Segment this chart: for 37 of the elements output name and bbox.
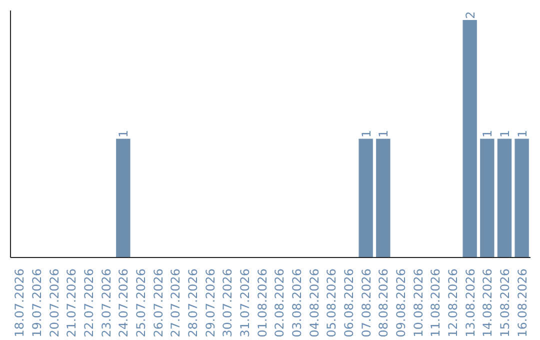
x-tick-label: 23.07.2026 — [99, 268, 114, 338]
x-tick-label: 20.07.2026 — [47, 268, 62, 338]
x-tick-label: 16.08.2026 — [515, 268, 530, 338]
x-tick-label: 09.08.2026 — [394, 268, 408, 338]
x-tick-label: 10.08.2026 — [411, 268, 426, 338]
x-tick-label: 25.07.2026 — [134, 268, 148, 338]
x-tick-label: 21.07.2026 — [64, 268, 79, 338]
x-tick-label: 13.08.2026 — [463, 268, 478, 338]
data-label: 1 — [359, 130, 374, 138]
x-tick-label: 06.08.2026 — [342, 268, 356, 338]
x-tick-label: 27.07.2026 — [168, 268, 183, 338]
x-tick-label: 26.07.2026 — [151, 268, 166, 338]
x-tick-label: 04.08.2026 — [307, 268, 322, 338]
data-label: 1 — [515, 130, 530, 138]
x-tick-label: 02.08.2026 — [272, 268, 287, 338]
x-tick-label: 15.08.2026 — [498, 268, 512, 338]
x-tick-label: 03.08.2026 — [290, 268, 304, 338]
x-tick-label: 11.08.2026 — [428, 268, 443, 338]
x-tick-label: 24.07.2026 — [116, 268, 131, 338]
data-label: 1 — [376, 130, 391, 138]
x-tick-label: 01.08.2026 — [255, 268, 270, 338]
x-tick-label: 31.07.2026 — [238, 268, 252, 338]
x-tick-label: 29.07.2026 — [203, 268, 218, 338]
data-label: 1 — [498, 130, 512, 138]
x-tick-label: 12.08.2026 — [446, 268, 460, 338]
data-label: 1 — [116, 130, 131, 138]
x-tick-label: 19.07.2026 — [30, 268, 44, 338]
x-tick-label: 30.07.2026 — [220, 268, 235, 338]
x-tick-label: 08.08.2026 — [376, 268, 391, 338]
data-label: 2 — [463, 11, 478, 19]
x-tick-label: 22.07.2026 — [82, 268, 96, 338]
x-tick-label: 18.07.2026 — [12, 268, 27, 338]
x-tick-label: 07.08.2026 — [359, 268, 374, 338]
x-tick-label: 28.07.2026 — [186, 268, 200, 338]
data-label: 1 — [480, 130, 495, 138]
x-tick-label: 14.08.2026 — [480, 268, 495, 338]
x-tick-label: 05.08.2026 — [324, 268, 339, 338]
